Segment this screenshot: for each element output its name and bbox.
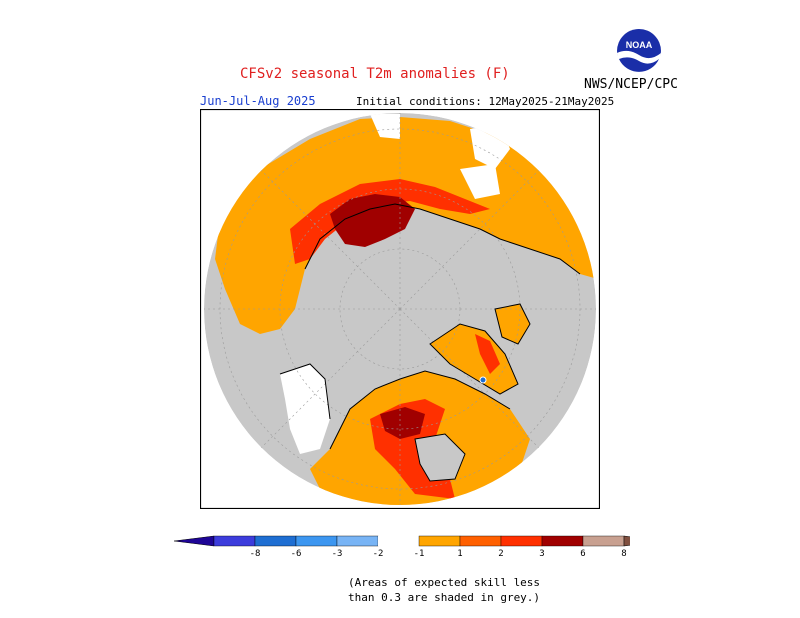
colorbar-swatch — [378, 536, 419, 546]
anomaly-hudson-darkred — [380, 407, 425, 439]
anomaly-greenland-red — [475, 334, 500, 374]
colorbar-swatch — [500, 535, 543, 547]
footnote-line-1: (Areas of expected skill less — [348, 576, 541, 589]
colorbar-swatch — [582, 535, 625, 547]
initial-conditions-label: Initial conditions: 12May2025-21May2025 — [356, 95, 615, 108]
colorbar-swatch — [295, 535, 338, 547]
colorbar-tick-label: -8 — [250, 549, 261, 559]
colorbar-tick-label: 3 — [539, 549, 544, 559]
anomaly-greenland-orange — [430, 324, 518, 394]
colorbar-tick-label: 6 — [580, 549, 585, 559]
colorbar: -8 -6 -3 -2 -1 1 2 3 6 8 — [174, 535, 630, 559]
neutral-patch-kamchatka — [370, 114, 400, 139]
noaa-logo: NOAA — [617, 29, 661, 74]
colorbar-swatch — [213, 535, 256, 547]
colorbar-swatch — [336, 535, 379, 547]
colorbar-tick-label: 8 — [621, 549, 626, 559]
colorbar-swatch — [254, 535, 297, 547]
anomaly-scandinavia — [495, 304, 530, 344]
chart-title: CFSv2 seasonal T2m anomalies (F) — [240, 66, 510, 82]
season-label: Jun-Jul-Aug 2025 — [200, 94, 316, 108]
neutral-patch-east — [460, 164, 500, 199]
logo-text: NOAA — [626, 40, 653, 50]
coastlines — [279, 203, 581, 482]
colorbar-tick-label: 2 — [498, 549, 503, 559]
map-frame — [200, 109, 600, 509]
colorbar-arrow-high — [623, 535, 630, 547]
small-cold-anomaly — [479, 376, 487, 384]
colorbar-tick-label: -3 — [332, 549, 343, 559]
footnote-line-2: than 0.3 are shaded in grey.) — [348, 591, 541, 604]
alaska-below-threshold — [280, 364, 330, 454]
colorbar-swatch — [459, 535, 502, 547]
polar-map — [200, 109, 600, 509]
colorbar-swatch — [541, 535, 584, 547]
colorbar-tick-label: 1 — [457, 549, 462, 559]
graticule — [204, 113, 596, 505]
anomaly-eurasia-red — [290, 179, 490, 264]
hudson-bay — [415, 434, 465, 481]
agency-label: NWS/NCEP/CPC — [584, 77, 678, 92]
anomaly-eurasia-orange — [215, 117, 596, 334]
colorbar-arrow-low — [174, 535, 215, 547]
colorbar-swatch — [418, 535, 461, 547]
colorbar-tick-label: -2 — [373, 549, 384, 559]
colorbar-tick-label: -1 — [414, 549, 425, 559]
anomaly-siberia-darkred — [330, 194, 415, 247]
colorbar-tick-label: -6 — [291, 549, 302, 559]
